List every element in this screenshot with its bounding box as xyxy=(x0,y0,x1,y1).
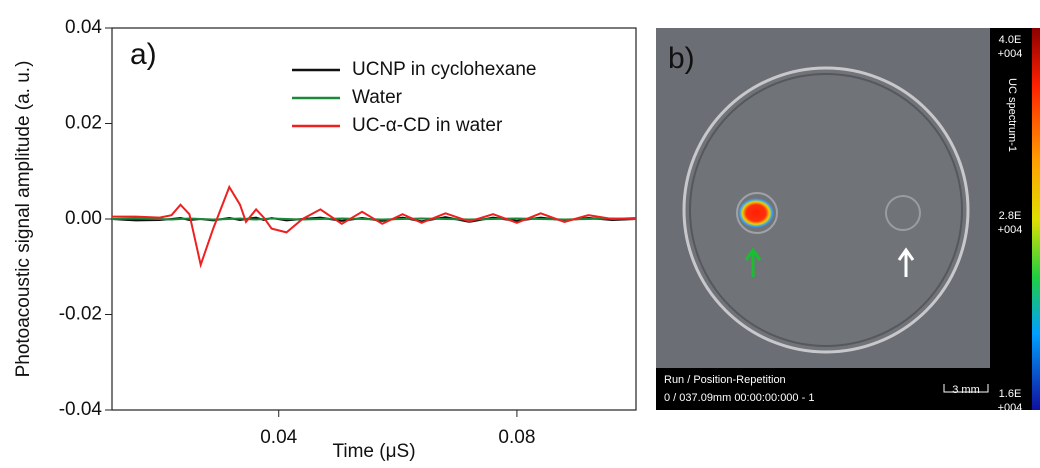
colorbar-label: 4.0E xyxy=(999,34,1022,46)
y-tick-label: 0.02 xyxy=(65,113,102,134)
colorbar-title: UC spectrum-1 xyxy=(1006,78,1018,152)
legend-label: Water xyxy=(352,87,403,108)
colorbar-label: 1.6E xyxy=(999,388,1022,400)
legend-label: UCNP in cyclohexane xyxy=(352,59,536,80)
disk-rim xyxy=(689,73,963,347)
colorbar-background xyxy=(990,28,1040,368)
colorbar-label: +004 xyxy=(998,402,1023,414)
x-tick-label: 0.04 xyxy=(260,427,297,448)
image-footer xyxy=(656,368,1040,410)
y-axis-label: Photoacoustic signal amplitude (a. u.) xyxy=(13,61,34,378)
scale-bar xyxy=(943,384,989,393)
sample-disk xyxy=(682,66,970,354)
y-tick-label: -0.02 xyxy=(59,304,102,325)
colorbar-label: +004 xyxy=(998,224,1023,236)
scale-bar-label: 3 mm xyxy=(952,384,980,396)
signal-spot xyxy=(738,198,774,228)
x-tick-label: 0.08 xyxy=(498,427,535,448)
footer-line: 0 / 037.09mm 00:00:00:000 - 1 xyxy=(664,392,814,404)
white-arrow xyxy=(897,247,915,277)
panel-label: a) xyxy=(130,38,157,71)
chart-a: a) Time (μS) Photoacoustic signal amplit… xyxy=(13,17,637,462)
footer-line: Run / Position-Repetition xyxy=(664,374,786,386)
green-arrow xyxy=(744,247,762,277)
x-axis-label: Time (μS) xyxy=(332,441,415,462)
y-tick-label: -0.04 xyxy=(59,399,103,420)
y-tick-label: 0.00 xyxy=(65,208,102,229)
y-tick-label: 0.04 xyxy=(65,17,102,38)
panel-label: b) xyxy=(668,42,695,75)
image-panel-b: b) UC spectrum-1 Run / Position-Repetiti… xyxy=(656,28,1040,414)
colorbar-label: +004 xyxy=(998,48,1023,60)
colorbar-label: 2.8E xyxy=(999,210,1022,222)
colorbar xyxy=(1032,28,1040,410)
legend-label: UC-α-CD in water xyxy=(352,115,503,136)
sample-well xyxy=(736,192,778,234)
control-well xyxy=(885,195,921,231)
series-line xyxy=(112,184,637,269)
